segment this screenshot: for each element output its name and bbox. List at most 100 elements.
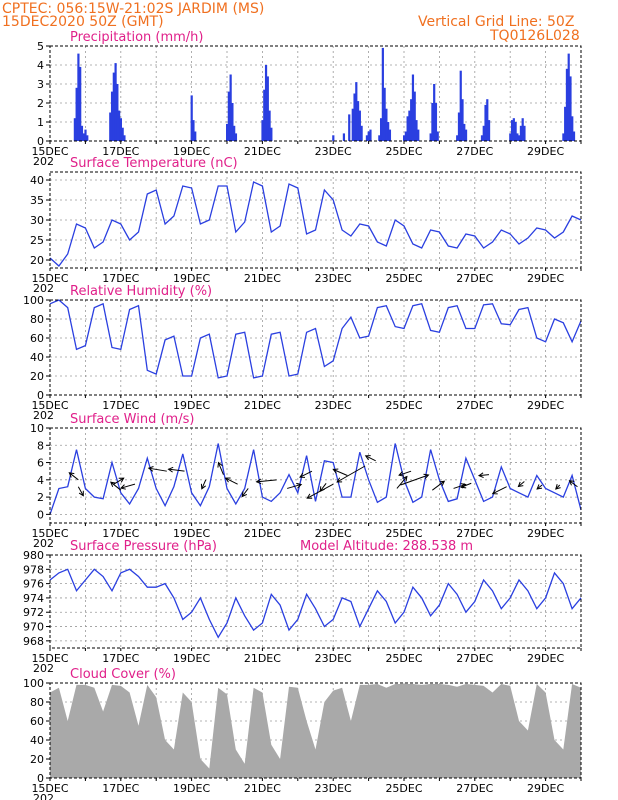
- wind-arrow: [336, 465, 366, 483]
- precipitation-bar: [379, 118, 383, 141]
- precipitation-bar: [388, 129, 392, 141]
- grid-note-label: Vertical Grid Line: 50Z: [418, 14, 574, 30]
- wind-arrow-head: [296, 482, 303, 489]
- wind-arrow-shaft: [319, 482, 327, 492]
- wind-arrow: [241, 488, 249, 498]
- wind-arrow: [460, 482, 472, 489]
- wind-ytick-label: 2: [37, 491, 44, 504]
- precipitation-bar: [431, 103, 434, 141]
- wind-arrow: [200, 479, 207, 490]
- precipitation-bar: [564, 106, 567, 141]
- precipitation-bar: [73, 118, 76, 141]
- wind-arrow: [147, 466, 167, 472]
- pressure-ytick-label: 968: [23, 635, 44, 648]
- wind-arrow: [398, 470, 412, 477]
- wind-arrow: [224, 477, 238, 485]
- precipitation-bar: [404, 131, 407, 141]
- precipitation-ytick-label: 3: [37, 78, 44, 91]
- wind-arrow-shaft: [168, 468, 185, 472]
- humidity-xtick-label: 15DEC: [31, 399, 68, 412]
- wind-arrow-head: [217, 461, 223, 468]
- pressure-xtick-label: 21DEC: [244, 652, 281, 665]
- wind-arrow-shaft: [299, 470, 313, 478]
- precipitation-bar: [480, 135, 484, 141]
- cloud-cover-xtick-label: 27DEC: [456, 782, 493, 795]
- precipitation-bar: [233, 125, 236, 141]
- precipitation-ytick-label: 1: [37, 116, 44, 129]
- precipitation-bar: [114, 63, 117, 141]
- wind-arrow-shaft: [400, 474, 429, 486]
- wind-arrow: [255, 478, 277, 485]
- temperature-xtick-label: 15DEC: [31, 272, 68, 285]
- cloud-cover-xtick-label: 15DEC: [31, 782, 68, 795]
- humidity-xtick-label: 29DEC: [527, 399, 564, 412]
- humidity-xtick-label: 19DEC: [173, 399, 210, 412]
- precipitation-bar: [378, 135, 381, 141]
- wind-arrow-shaft: [396, 476, 408, 489]
- temperature-series-line: [49, 181, 582, 267]
- precipitation-xtick-label: 23DEC: [315, 145, 352, 158]
- model-label: TQ0126L028: [489, 28, 580, 44]
- cloud-cover-xtick-label: 19DEC: [173, 782, 210, 795]
- precipitation-bar: [417, 129, 420, 141]
- precipitation-bar: [82, 133, 85, 141]
- precipitation-bar: [387, 122, 390, 141]
- wind-arrow: [396, 475, 408, 489]
- wind-arrow-shaft: [225, 477, 238, 485]
- precipitation-bar: [369, 129, 372, 141]
- pressure-ytick-label: 970: [23, 621, 44, 634]
- precipitation-bar: [192, 120, 195, 141]
- precipitation-bar: [429, 133, 432, 141]
- temperature-xtick-label: 17DEC: [102, 272, 139, 285]
- pressure-panel: Surface Pressure (hPa) Model Altitude: 28…: [23, 539, 582, 675]
- wind-arrow: [332, 468, 348, 476]
- temperature-xtick-label: 21DEC: [244, 272, 281, 285]
- precipitation-bar: [403, 135, 406, 141]
- wind-arrow-shaft: [398, 470, 412, 476]
- precipitation-xtick-label: 15DEC: [31, 145, 68, 158]
- wind-arrow-shaft: [217, 462, 224, 475]
- cloud-cover-xtick-label: 23DEC: [315, 782, 352, 795]
- temperature-panel: Surface Temperature (nC) 20 25 30 35 40 15DEC 1…: [30, 156, 582, 295]
- wind-frame: [49, 427, 582, 524]
- wind-arrow-shaft: [110, 481, 122, 491]
- precipitation-xtick-label: 17DEC: [102, 145, 139, 158]
- precipitation-bar: [355, 82, 358, 141]
- precipitation-bar: [408, 110, 411, 141]
- temperature-ytick-label: 25: [30, 234, 44, 247]
- wind-ytick-label: 0: [37, 508, 44, 521]
- precipitation-bar: [509, 133, 512, 141]
- precipitation-bar: [523, 125, 526, 141]
- wind-arrow-head: [517, 481, 524, 488]
- wind-arrow-head: [568, 480, 575, 486]
- humidity-series-line: [49, 299, 582, 379]
- cloud-cover-title: Cloud Cover (%): [70, 667, 176, 682]
- precipitation-bar: [229, 74, 232, 141]
- precipitation-bar: [415, 120, 418, 141]
- wind-ytick-label: 6: [37, 457, 44, 470]
- wind-xtick-label: 29DEC: [527, 527, 564, 540]
- precipitation-bar: [226, 123, 229, 141]
- pressure-xtick-label: 25DEC: [385, 652, 422, 665]
- precipitation-frame: [49, 45, 582, 142]
- precipitation-bar: [109, 112, 112, 141]
- humidity-title: Relative Humidity (%): [70, 284, 212, 299]
- precipitation-bar: [569, 76, 572, 141]
- station-label: CPTEC: 056:15W-21:02S JARDIM (MS): [2, 1, 264, 17]
- temperature-xtick-label: 29DEC: [527, 272, 564, 285]
- precipitation-bar: [227, 91, 230, 141]
- humidity-ytick-label: 20: [30, 370, 44, 383]
- precipitation-xtick-label: 21DEC: [244, 145, 281, 158]
- precipitation-bar: [84, 129, 87, 141]
- precipitation-bar: [234, 133, 238, 141]
- pressure-series-line: [49, 568, 582, 639]
- precipitation-bar: [562, 133, 565, 141]
- wind-series-line: [49, 443, 582, 515]
- precipitation-bar: [123, 135, 126, 141]
- humidity-year-stub: 202: [33, 409, 54, 422]
- precipitation-year-stub: 202: [33, 155, 54, 168]
- wind-arrow-shaft: [287, 483, 302, 489]
- pressure-annotation: Model Altitude: 288.538 m: [300, 539, 473, 554]
- humidity-frame: [49, 299, 582, 396]
- temperature-year-stub: 202: [33, 282, 54, 295]
